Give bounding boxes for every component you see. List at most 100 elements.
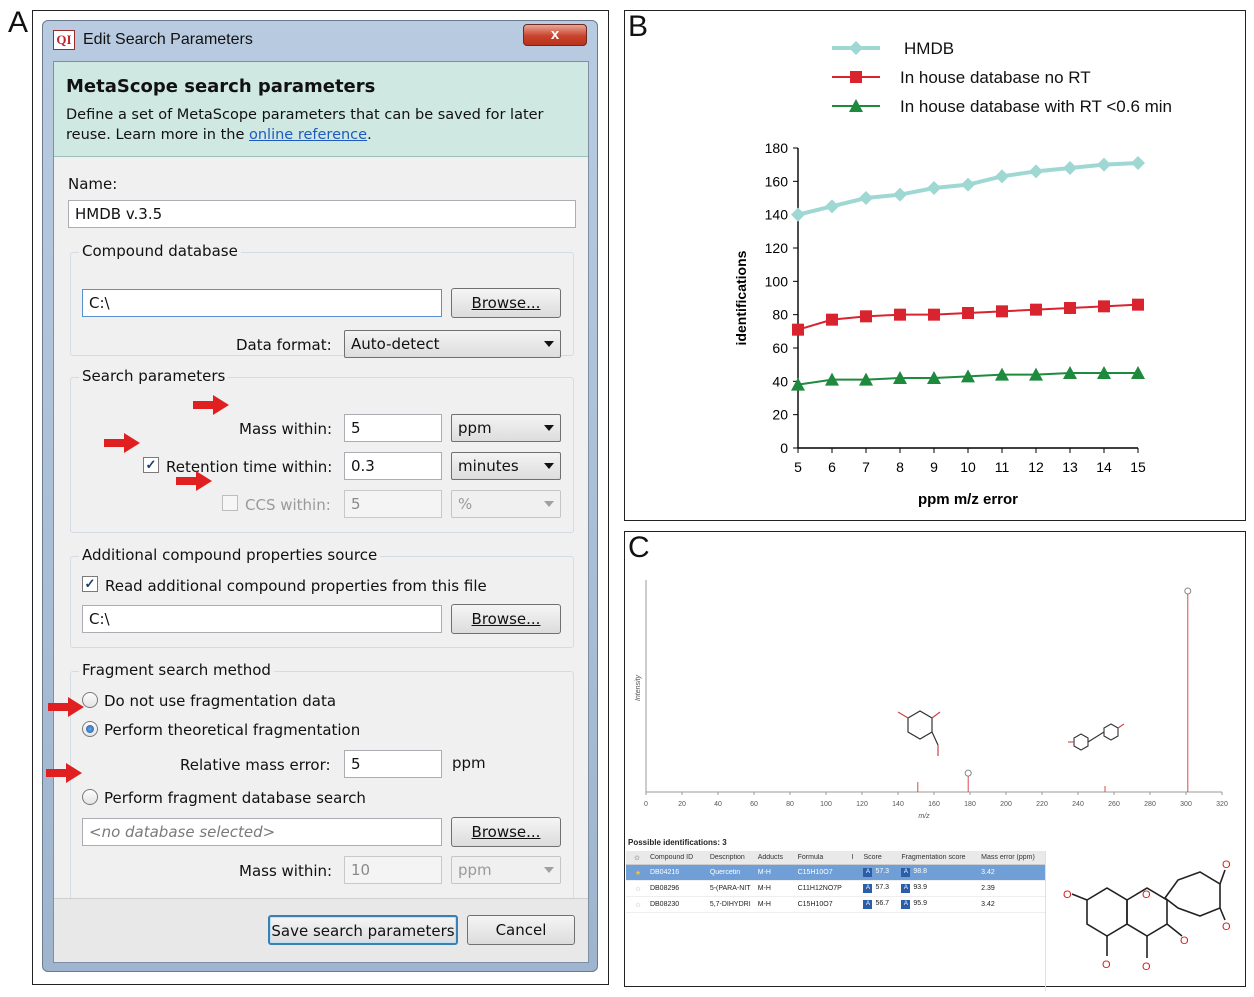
ccs-checkbox[interactable]: [222, 495, 238, 511]
panel-b-frame: [624, 10, 1246, 521]
mass-within-input[interactable]: 5: [344, 414, 442, 442]
column-header[interactable]: Fragmentation score: [901, 854, 966, 861]
legend-entry: HMDB: [904, 39, 954, 58]
name-input[interactable]: HMDB v.3.5: [68, 200, 576, 228]
spectrum-x-tick-label: 140: [892, 801, 904, 808]
description-cell: Quercetin: [709, 869, 741, 876]
fragment-mass-within-label: Mass within:: [239, 862, 333, 880]
ccs-within-input[interactable]: 5: [344, 490, 442, 518]
svg-text:O: O: [1142, 961, 1151, 973]
mass-unit-select[interactable]: ppm: [451, 414, 561, 442]
data-format-label: Data format:: [236, 336, 332, 354]
spectrum-x-tick-label: 20: [678, 801, 686, 808]
y-axis-label: identifications: [733, 250, 749, 345]
cancel-button[interactable]: Cancel: [467, 915, 575, 945]
column-header[interactable]: Formula: [797, 854, 824, 861]
column-header[interactable]: I: [851, 854, 854, 861]
mass-error-cell: 3.42: [981, 901, 995, 908]
relative-mass-error-input[interactable]: 5: [344, 750, 442, 778]
identifications-chart: 0 20 40 60 80 100 120 140 160 180 5 6 7 8 9 10 11 12 13 14 1…: [733, 39, 1172, 508]
column-header[interactable]: Description: [709, 854, 745, 861]
browse-label: Browse...: [471, 823, 541, 841]
favorite-star-icon[interactable]: ☆: [634, 901, 642, 909]
spectrum-x-tick-label: 40: [714, 801, 722, 808]
favorite-star-icon[interactable]: ★: [634, 869, 642, 877]
compound-database-browse-button[interactable]: Browse...: [451, 288, 561, 318]
data-point: [859, 191, 873, 205]
spectrum-x-tick-label: 200: [1000, 801, 1012, 808]
column-header[interactable]: Compound ID: [649, 854, 694, 861]
ccs-within-label: CCS within:: [245, 496, 331, 514]
score-cell: A 56.7: [861, 900, 899, 909]
data-point: [825, 372, 839, 386]
legend-entry: In house database with RT <0.6 min: [900, 97, 1172, 116]
score-badge: A: [863, 868, 873, 877]
score-value: 93.9: [913, 884, 927, 891]
y-tick-label: 40: [772, 373, 788, 389]
data-format-select[interactable]: Auto-detect: [344, 330, 561, 358]
x-tick-label: 12: [1028, 459, 1044, 475]
spectrum-x-tick-label: 120: [856, 801, 868, 808]
column-header[interactable]: Score: [863, 854, 882, 861]
fragment-database-label: Perform fragment database search: [104, 789, 366, 807]
compound-id-cell: DB08230: [649, 901, 680, 908]
column-header[interactable]: Mass error (ppm): [981, 854, 1035, 861]
mass-error-cell: 2.39: [981, 885, 995, 892]
favorite-column-icon[interactable]: ☆: [633, 854, 641, 862]
x-tick-label: 10: [960, 459, 976, 475]
data-point: [792, 323, 804, 336]
y-tick-label: 160: [765, 173, 789, 189]
dialog-header: MetaScope search parameters Define a set…: [54, 62, 588, 157]
retention-time-checkbox[interactable]: ✓: [143, 457, 159, 473]
identifications-table: ☆ Compound ID Description Adducts Formula I Sc…: [626, 851, 1046, 991]
data-point: [962, 307, 974, 319]
title-bar[interactable]: QI Edit Search Parameters x: [43, 21, 597, 61]
fragment-database-input[interactable]: <no database selected>: [82, 818, 442, 846]
additional-properties-browse-button[interactable]: Browse...: [451, 604, 561, 634]
y-tick-label: 60: [772, 340, 788, 356]
adduct-cell: M-H: [757, 901, 771, 908]
score-badge: A: [901, 884, 911, 893]
fragment-database-browse-button[interactable]: Browse...: [451, 817, 561, 847]
column-header[interactable]: Adducts: [757, 854, 783, 861]
radio-no-fragmentation[interactable]: [82, 692, 98, 708]
retention-time-input[interactable]: 0.3: [344, 452, 442, 480]
retention-time-label: Retention time within:: [166, 458, 333, 476]
annotation-arrow-theoretical: [48, 697, 84, 717]
data-point: [791, 207, 805, 222]
x-tick-label: 15: [1130, 459, 1146, 475]
ccs-unit-select[interactable]: %: [451, 490, 561, 518]
spectrum-x-tick-label: 80: [786, 801, 794, 808]
retention-time-unit-select[interactable]: minutes: [451, 452, 561, 480]
chevron-down-icon: [544, 341, 554, 347]
fragment-mass-within-input[interactable]: 10: [344, 856, 442, 884]
score-cell: A 57.3: [861, 868, 899, 877]
data-point: [961, 369, 975, 383]
radio-theoretical-fragmentation[interactable]: [82, 721, 98, 737]
online-reference-link[interactable]: online reference: [249, 127, 368, 143]
favorite-star-icon[interactable]: ☆: [634, 885, 642, 893]
y-tick-label: 20: [772, 407, 788, 423]
score-value: 95.9: [913, 900, 927, 907]
data-point: [1097, 366, 1111, 379]
table-row[interactable]: ★ DB04216 Quercetin M-H C15H10O7 A 57.3 A 98.8 3.…: [626, 865, 1045, 881]
search-parameters-group: Search parameters: [70, 367, 574, 533]
fragment-mass-unit-select[interactable]: ppm: [451, 856, 561, 884]
read-additional-properties-checkbox[interactable]: ✓: [82, 576, 98, 592]
chevron-down-icon: [544, 867, 554, 873]
annotation-arrow-mass: [193, 395, 229, 415]
browse-label: Browse...: [471, 294, 541, 312]
data-point: [995, 367, 1009, 381]
radio-fragment-database[interactable]: [82, 789, 98, 805]
compound-database-path-input[interactable]: C:\: [82, 289, 442, 317]
close-button[interactable]: x: [523, 24, 587, 46]
table-row[interactable]: ☆ DB08230 5,7-DIHYDRI M-H C15H10O7 A 56.7 A 95.9…: [626, 897, 1045, 913]
x-tick-label: 8: [896, 459, 904, 475]
y-tick-label: 80: [772, 307, 788, 323]
score-badge: A: [901, 868, 911, 877]
additional-properties-path-input[interactable]: C:\: [82, 605, 442, 633]
spectrum-x-tick-label: 100: [820, 801, 832, 808]
save-search-parameters-button[interactable]: Save search parameters: [268, 915, 458, 945]
y-tick-label: 140: [765, 207, 789, 223]
table-row[interactable]: ☆ DB08296 5-(PARA-NIT M-H C11H12NO7P A 57.3 A 93…: [626, 881, 1045, 897]
